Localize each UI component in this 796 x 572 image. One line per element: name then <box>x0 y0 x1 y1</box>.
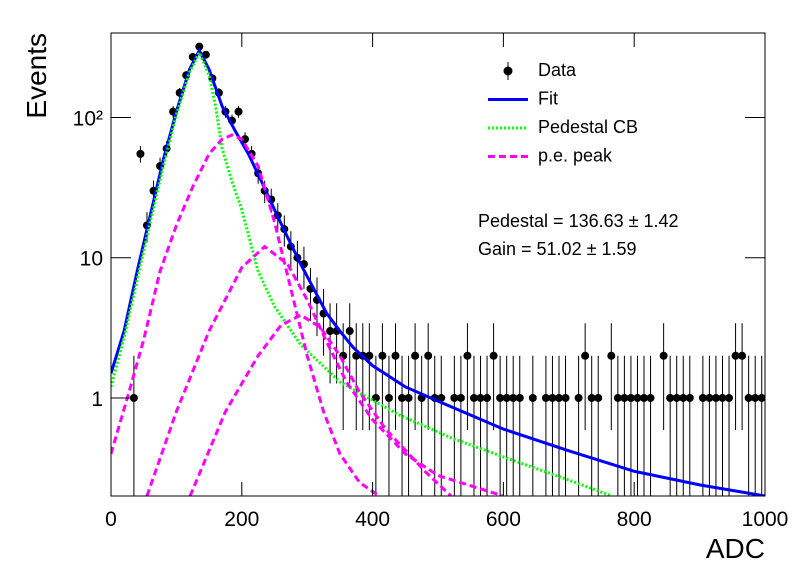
data-point <box>404 393 413 402</box>
data-point <box>136 149 145 158</box>
data-point <box>489 351 498 360</box>
data-point <box>679 393 688 402</box>
data-point <box>411 351 420 360</box>
x-tick-label: 200 <box>224 508 259 531</box>
data-point <box>483 393 492 402</box>
data-point <box>365 351 374 360</box>
data-point <box>554 393 563 402</box>
data-point <box>711 393 720 402</box>
fit-curve <box>145 244 504 496</box>
data-point <box>391 351 400 360</box>
data-point <box>548 393 557 402</box>
data-point <box>738 351 747 360</box>
fit-curve <box>188 313 453 496</box>
data-point <box>659 351 668 360</box>
legend-label: Pedestal CB <box>538 117 638 137</box>
data-point <box>646 393 655 402</box>
legend-label: Fit <box>538 88 558 108</box>
data-point <box>463 351 472 360</box>
fit-curve <box>111 47 765 496</box>
data-point <box>705 393 714 402</box>
data-point <box>574 393 583 402</box>
data-point <box>234 107 243 116</box>
data-point <box>541 393 550 402</box>
data-point <box>581 351 590 360</box>
x-tick-label: 400 <box>355 508 390 531</box>
data-point <box>666 393 675 402</box>
data-point <box>561 393 570 402</box>
data-point <box>437 393 446 402</box>
x-tick-label: 1000 <box>742 508 789 531</box>
data-point <box>515 393 524 402</box>
data-point <box>450 393 459 402</box>
data-point <box>384 393 393 402</box>
y-tick-label: 10 <box>80 248 103 271</box>
frame <box>110 32 766 497</box>
x-tick-label: 600 <box>486 508 521 531</box>
data-point <box>456 393 465 402</box>
data-point <box>672 393 681 402</box>
data-point <box>326 327 335 336</box>
data-point <box>129 393 138 402</box>
data-point <box>613 393 622 402</box>
data-point <box>528 393 537 402</box>
data-point <box>698 393 707 402</box>
data-point <box>731 351 740 360</box>
data-point <box>496 393 505 402</box>
data-point <box>620 393 629 402</box>
data-point <box>345 327 354 336</box>
data-point <box>607 351 616 360</box>
x-tick-label: 800 <box>617 508 652 531</box>
data-point <box>685 393 694 402</box>
data-point <box>241 135 250 144</box>
data-point <box>640 393 649 402</box>
fit-curve <box>111 133 380 496</box>
data-point <box>718 393 727 402</box>
data-point <box>195 42 204 51</box>
annotation: Pedestal = 136.63 ± 1.42 <box>478 211 679 231</box>
data-point <box>378 351 387 360</box>
annotation: Gain = 51.02 ± 1.59 <box>478 239 637 259</box>
y-axis-title: Events <box>21 33 52 119</box>
data-point <box>424 351 433 360</box>
data-point <box>626 393 635 402</box>
y-tick-label: 10² <box>73 107 103 130</box>
data-point <box>476 393 485 402</box>
data-point <box>398 393 407 402</box>
data-point <box>594 393 603 402</box>
data-point <box>502 393 511 402</box>
data-point <box>509 393 518 402</box>
legend-label: p.e. peak <box>538 145 613 165</box>
legend-symbol <box>503 66 513 76</box>
data-point <box>725 393 734 402</box>
data-point <box>469 393 478 402</box>
x-axis-title: ADC <box>706 533 765 564</box>
data-point <box>587 393 596 402</box>
fit-curve <box>111 49 613 496</box>
x-tick-label: 0 <box>105 508 117 531</box>
legend-label: Data <box>538 60 577 80</box>
plot-area <box>111 42 765 496</box>
y-tick-label: 1 <box>91 388 103 411</box>
data-point <box>371 393 380 402</box>
data-point <box>633 393 642 402</box>
